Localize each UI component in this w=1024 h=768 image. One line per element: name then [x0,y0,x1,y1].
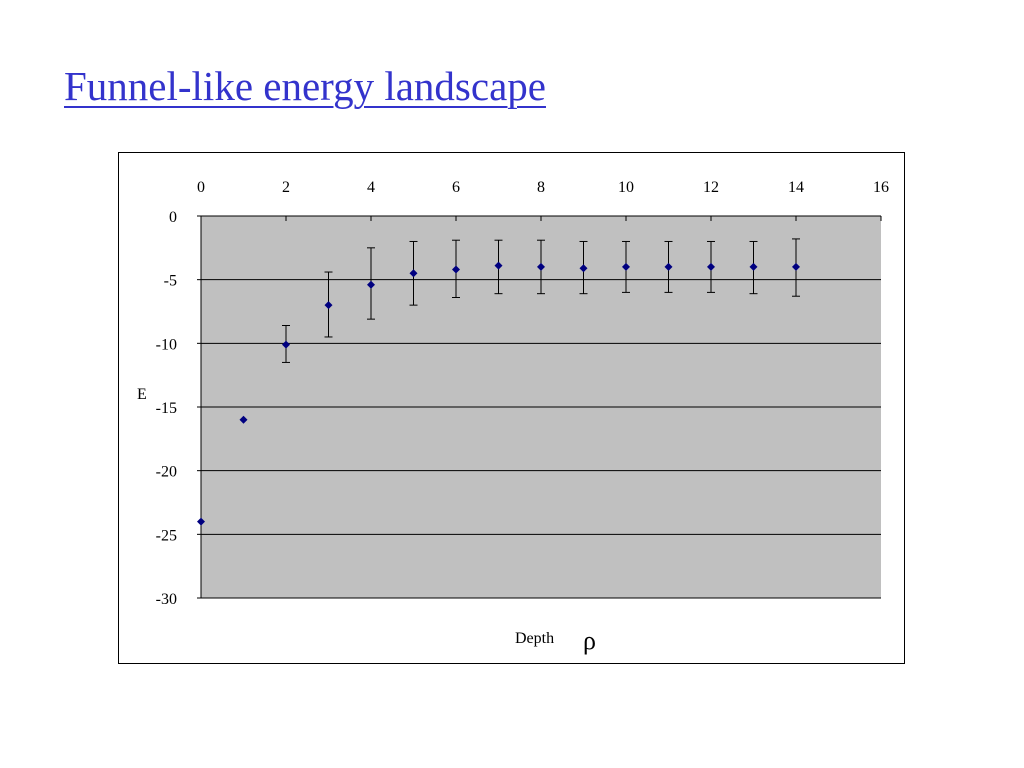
x-tick-label: 16 [873,179,889,196]
x-tick-label: 2 [282,179,290,196]
data-point [792,262,800,271]
x-tick-label: 4 [367,179,375,196]
y-tick-label: 0 [169,209,177,226]
y-tick-label: -25 [156,527,177,544]
y-tick-label: -20 [156,464,177,481]
chart-frame: 0 2 4 6 8 10 12 14 16 0 -5 -10 -15 -20 -25 -30 E Depth… [118,152,905,664]
data-point [452,265,460,274]
data-point [494,261,503,270]
x-tick-label: 0 [197,179,205,196]
y-tick-label: -15 [156,400,177,417]
slide-title: Funnel-like energy landscape [64,63,546,109]
y-tick-label: -5 [164,273,177,290]
data-point [622,262,630,271]
data-point [282,340,290,349]
data-point [367,280,375,289]
data-points [197,261,800,526]
x-tick-label: 10 [618,179,634,196]
x-tick-label: 14 [788,179,804,196]
data-point [749,262,758,271]
data-point [197,517,205,526]
x-tick-label: 8 [537,179,545,196]
data-point [579,264,588,273]
y-axis-label: E [137,386,147,403]
data-point [664,262,673,271]
chart-svg: 0 2 4 6 8 10 12 14 16 0 -5 -10 -15 -20 -25 -30 E Depth… [137,179,889,655]
y-gridlines [201,279,881,599]
data-point [324,301,333,310]
y-tick-labels: 0 -5 -10 -15 -20 -25 -30 [156,209,177,608]
x-tick-label: 6 [452,179,460,196]
y-tick-label: -30 [156,591,177,608]
data-point [537,262,545,271]
y-axis [197,215,202,599]
x-axis-label: Depth [515,630,554,647]
data-point [707,262,715,271]
y-tick-label: -10 [156,336,177,353]
data-point [409,269,418,278]
x-axis-symbol: ρ [583,626,596,655]
x-tick-labels: 0 2 4 6 8 10 12 14 16 [197,179,889,196]
x-tick-label: 12 [703,179,719,196]
data-point [239,415,248,424]
